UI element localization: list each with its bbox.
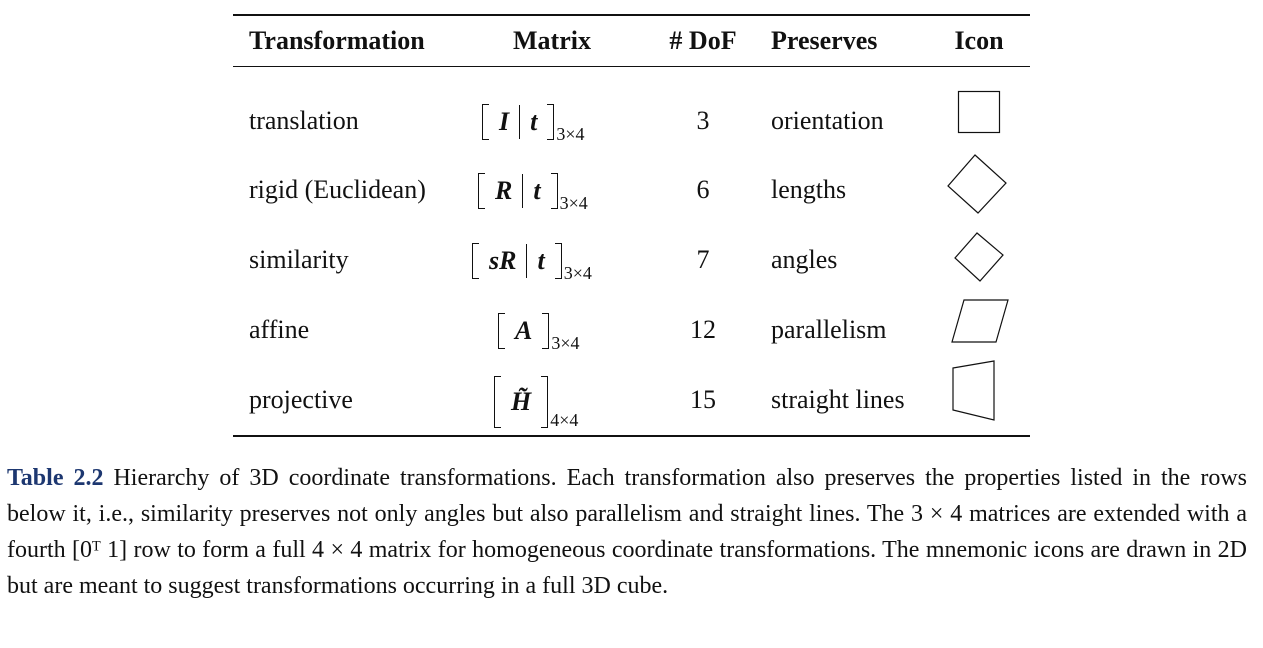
matrix-symbol: I: [499, 107, 510, 136]
matrix-symbol: t: [533, 176, 541, 205]
preserves-value: orientation: [771, 106, 884, 135]
preserves-value: straight lines: [771, 385, 905, 414]
rotated-square-icon: [947, 154, 1007, 214]
matrix-cell: sR t 3×4: [472, 243, 592, 283]
caption-label: Table 2.2: [7, 465, 104, 491]
matrix-bracket-right: [547, 104, 555, 140]
dof-value: 6: [696, 175, 710, 204]
dof-value: 12: [690, 315, 716, 344]
matrix-symbol: t: [537, 246, 545, 275]
header-preserves: Preserves: [771, 26, 878, 55]
header-dof: # DoF: [669, 26, 737, 55]
matrix-bracket-left: [494, 376, 501, 428]
transformation-name: rigid (Euclidean): [249, 175, 426, 204]
matrix-symbol: t: [530, 107, 538, 136]
matrix-bracket-left: [478, 173, 485, 209]
preserves-value: parallelism: [771, 315, 887, 344]
preserves-value: angles: [771, 245, 838, 274]
dof-value: 15: [690, 385, 716, 414]
matrix-size: 3×4: [563, 263, 592, 283]
matrix-bracket-left: [482, 104, 489, 140]
matrix-bracket-left: [472, 243, 479, 279]
matrix-cell: I t 3×4: [482, 104, 585, 144]
square-icon: [957, 90, 1001, 134]
matrix-bracket-right: [554, 243, 562, 279]
trapezoid-icon: [952, 360, 995, 421]
matrix-size: 3×4: [551, 333, 580, 353]
matrix-cell: A 3×4: [498, 313, 580, 353]
matrix-bracket-left: [498, 313, 505, 349]
matrix-cell: R t 3×4: [478, 173, 588, 213]
small-rotated-square-icon: [954, 232, 1004, 282]
table-caption: Table 2.2 Hierarchy of 3D coordinate tran…: [7, 460, 1247, 604]
caption-text: Hierarchy of 3D coordinate transformatio…: [7, 465, 1247, 599]
matrix-bracket-right: [550, 173, 558, 209]
dof-value: 7: [696, 245, 710, 274]
header-matrix: Matrix: [513, 26, 591, 55]
transformation-name: affine: [249, 315, 310, 344]
transformation-name: translation: [249, 106, 359, 135]
matrix-separator: [519, 105, 521, 139]
matrix-separator: [526, 244, 528, 278]
matrix-bracket-right: [542, 313, 550, 349]
matrix-size: 3×4: [559, 193, 588, 213]
matrix-bracket-right: [541, 376, 549, 428]
header-icon: Icon: [954, 26, 1004, 55]
parallelogram-icon: [951, 299, 1009, 343]
transformation-name: projective: [249, 385, 353, 414]
matrix-symbol: A: [515, 316, 533, 345]
dof-value: 3: [696, 106, 710, 135]
header-transformation: Transformation: [249, 26, 425, 55]
matrix-size: 3×4: [556, 124, 585, 144]
table-top-rule: [233, 14, 1030, 16]
transformation-name: similarity: [249, 245, 349, 274]
table-bottom-rule: [233, 435, 1030, 437]
matrix-size: 4×4: [550, 410, 579, 430]
table-header-rule: [233, 66, 1030, 67]
matrix-symbol: H̃: [511, 387, 532, 416]
matrix-symbol: sR: [489, 246, 517, 275]
matrix-cell: H̃ 4×4: [494, 376, 578, 430]
matrix-separator: [522, 174, 524, 208]
matrix-symbol: R: [495, 176, 513, 205]
preserves-value: lengths: [771, 175, 847, 204]
